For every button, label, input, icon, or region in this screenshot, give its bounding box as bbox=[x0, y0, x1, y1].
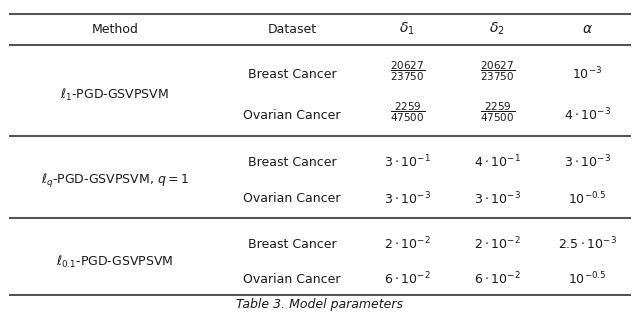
Text: $6 \cdot 10^{-2}$: $6 \cdot 10^{-2}$ bbox=[474, 271, 520, 288]
Text: $3 \cdot 10^{-3}$: $3 \cdot 10^{-3}$ bbox=[564, 154, 611, 171]
Text: $3 \cdot 10^{-1}$: $3 \cdot 10^{-1}$ bbox=[383, 154, 431, 171]
Text: $3 \cdot 10^{-3}$: $3 \cdot 10^{-3}$ bbox=[474, 191, 521, 207]
Text: $\delta_1$: $\delta_1$ bbox=[399, 21, 415, 37]
Text: $\delta_2$: $\delta_2$ bbox=[490, 21, 505, 37]
Text: $3 \cdot 10^{-3}$: $3 \cdot 10^{-3}$ bbox=[383, 191, 431, 207]
Text: $\ell_1$-PGD-GSVPSVM: $\ell_1$-PGD-GSVPSVM bbox=[60, 87, 169, 103]
Text: $\dfrac{2259}{47500}$: $\dfrac{2259}{47500}$ bbox=[480, 101, 515, 124]
Text: $2 \cdot 10^{-2}$: $2 \cdot 10^{-2}$ bbox=[383, 236, 431, 253]
Text: Method: Method bbox=[92, 23, 138, 36]
Text: Breast Cancer: Breast Cancer bbox=[248, 238, 337, 251]
Text: Ovarian Cancer: Ovarian Cancer bbox=[243, 109, 340, 122]
Text: Breast Cancer: Breast Cancer bbox=[248, 156, 337, 169]
Text: $10^{-0.5}$: $10^{-0.5}$ bbox=[568, 271, 607, 288]
Text: $6 \cdot 10^{-2}$: $6 \cdot 10^{-2}$ bbox=[383, 271, 431, 288]
Text: Ovarian Cancer: Ovarian Cancer bbox=[243, 193, 340, 205]
Text: Ovarian Cancer: Ovarian Cancer bbox=[243, 273, 340, 286]
Text: Dataset: Dataset bbox=[268, 23, 317, 36]
Text: $4 \cdot 10^{-3}$: $4 \cdot 10^{-3}$ bbox=[564, 107, 611, 124]
Text: $2 \cdot 10^{-2}$: $2 \cdot 10^{-2}$ bbox=[474, 236, 520, 253]
Text: $2.5 \cdot 10^{-3}$: $2.5 \cdot 10^{-3}$ bbox=[558, 236, 617, 253]
Text: $4 \cdot 10^{-1}$: $4 \cdot 10^{-1}$ bbox=[474, 154, 521, 171]
Text: Table 3. Model parameters: Table 3. Model parameters bbox=[237, 298, 403, 311]
Text: Breast Cancer: Breast Cancer bbox=[248, 68, 337, 81]
Text: $10^{-0.5}$: $10^{-0.5}$ bbox=[568, 191, 607, 207]
Text: $\dfrac{2259}{47500}$: $\dfrac{2259}{47500}$ bbox=[390, 101, 424, 124]
Text: $\dfrac{20627}{23750}$: $\dfrac{20627}{23750}$ bbox=[390, 60, 424, 83]
Text: $\dfrac{20627}{23750}$: $\dfrac{20627}{23750}$ bbox=[480, 60, 515, 83]
Text: $\ell_{0.1}$-PGD-GSVPSVM: $\ell_{0.1}$-PGD-GSVPSVM bbox=[56, 254, 173, 270]
Text: $10^{-3}$: $10^{-3}$ bbox=[572, 66, 602, 83]
Text: $\ell_q$-PGD-GSVPSVM, $q=1$: $\ell_q$-PGD-GSVPSVM, $q=1$ bbox=[41, 172, 189, 190]
Text: $\alpha$: $\alpha$ bbox=[582, 22, 593, 36]
